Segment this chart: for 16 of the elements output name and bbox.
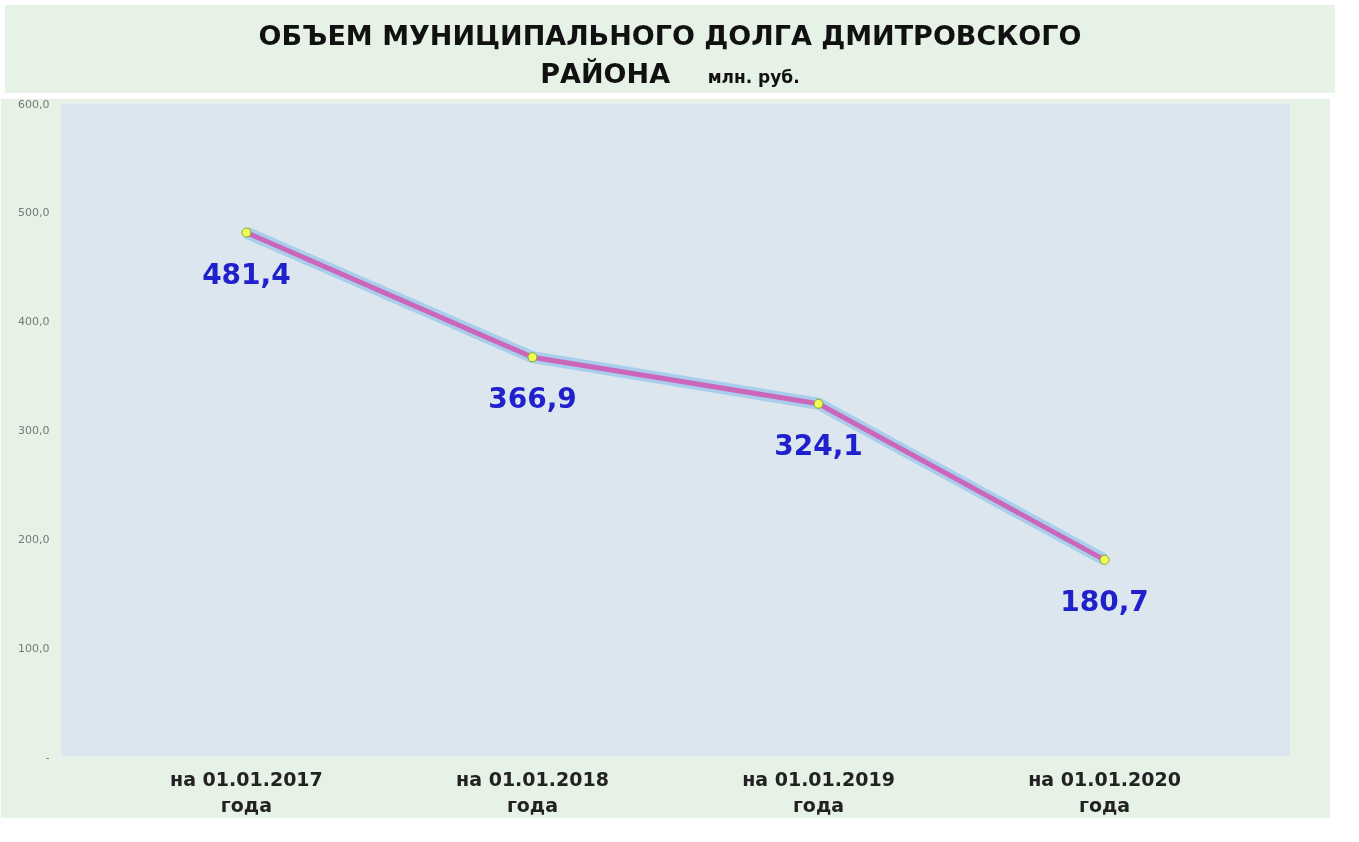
data-label: 481,4 — [202, 257, 291, 291]
y-tick-label: 100,0 — [18, 641, 50, 655]
chart-subtitle: млн. руб. — [707, 66, 800, 87]
data-label: 324,1 — [774, 428, 863, 462]
data-label: 366,9 — [488, 381, 577, 415]
y-tick-label: 300,0 — [18, 423, 50, 437]
x-tick-label: на 01.01.2017 года — [170, 767, 323, 816]
data-label: 180,7 — [1060, 584, 1149, 618]
y-tick-label: 200,0 — [18, 532, 50, 546]
y-tick-label: 600,0 — [18, 97, 50, 111]
x-tick-label: на 01.01.2020 года — [1028, 767, 1181, 816]
y-tick-label: 500,0 — [18, 205, 50, 219]
x-tick-label: на 01.01.2019 года — [742, 767, 895, 816]
x-tick-label: на 01.01.2018 года — [456, 767, 609, 816]
y-tick-label: 400,0 — [18, 314, 50, 328]
y-tick-label: - — [45, 750, 50, 764]
